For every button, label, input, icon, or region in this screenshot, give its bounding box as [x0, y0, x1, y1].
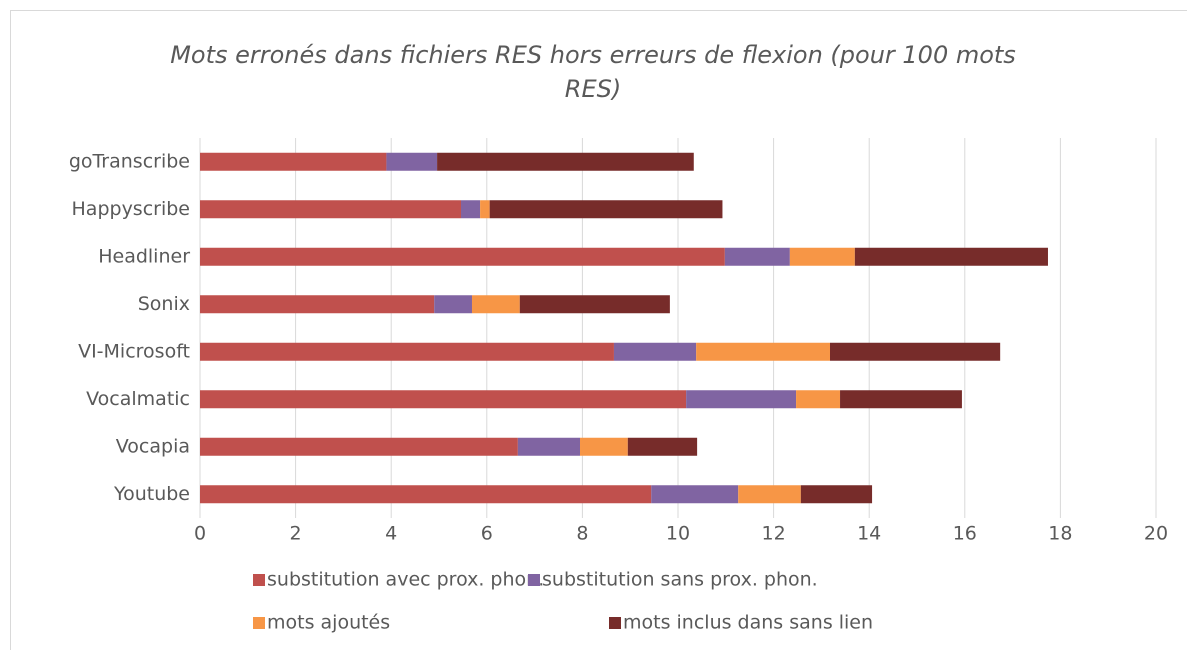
- x-tick-label: 6: [481, 523, 493, 545]
- legend-label: mots ajoutés: [267, 612, 390, 634]
- chart-border: [10, 10, 1187, 650]
- x-tick-label: 8: [576, 523, 588, 545]
- bar-segment: [724, 247, 790, 266]
- y-tick-label: Headliner: [98, 245, 190, 267]
- bar-segment: [434, 295, 472, 314]
- chart-title: Mots erronés dans fichiers RES hors erre…: [170, 41, 1016, 103]
- bar-segment: [480, 200, 490, 219]
- bar-segment: [840, 390, 962, 409]
- bar-segment: [796, 390, 841, 409]
- bar-segment: [200, 295, 435, 314]
- bar-segment: [200, 342, 614, 361]
- bar-segment: [471, 295, 520, 314]
- bar-segment: [580, 437, 628, 456]
- bar-segment: [800, 485, 873, 504]
- bar-segment: [200, 437, 518, 456]
- legend-label: substitution sans prox. phon.: [542, 569, 818, 591]
- legend-swatch: [253, 574, 265, 586]
- legend-swatch: [253, 617, 265, 629]
- bar-segment: [738, 485, 801, 504]
- bar-segment: [200, 152, 387, 171]
- x-tick-label: 12: [762, 523, 786, 545]
- bar-segment: [517, 437, 581, 456]
- bar-segment: [627, 437, 698, 456]
- bar-segment: [200, 390, 687, 409]
- y-tick-label: Vocapia: [116, 435, 190, 457]
- y-tick-label: Vocalmatic: [86, 388, 190, 410]
- x-tick-label: 18: [1048, 523, 1072, 545]
- legend-label: mots inclus dans sans lien: [623, 612, 873, 634]
- bar-segment: [489, 200, 723, 219]
- x-tick-label: 20: [1144, 523, 1168, 545]
- bar-segment: [519, 295, 670, 314]
- x-tick-label: 14: [857, 523, 881, 545]
- legend-swatch: [609, 617, 621, 629]
- bar-segment: [200, 200, 461, 219]
- bar-segment: [830, 342, 1001, 361]
- bar-segment: [386, 152, 438, 171]
- bar-segment: [200, 485, 652, 504]
- y-tick-label: Youtube: [113, 483, 190, 505]
- bar-segment: [696, 342, 831, 361]
- x-tick-label: 2: [290, 523, 302, 545]
- x-tick-label: 10: [666, 523, 690, 545]
- bar-segment: [789, 247, 855, 266]
- bar-segment: [200, 247, 725, 266]
- bar-segment: [686, 390, 797, 409]
- x-tick-label: 16: [953, 523, 977, 545]
- y-tick-label: Happyscribe: [72, 198, 190, 220]
- legend-label: substitution avec prox. phon.: [267, 569, 544, 591]
- bar-segment: [437, 152, 694, 171]
- y-tick-label: Sonix: [138, 293, 190, 315]
- bar-segment: [651, 485, 739, 504]
- legend-swatch: [528, 574, 540, 586]
- x-tick-label: 0: [194, 523, 206, 545]
- y-tick-label: VI-Microsoft: [78, 340, 190, 362]
- y-tick-label: goTranscribe: [69, 150, 190, 172]
- bar-segment: [460, 200, 481, 219]
- bar-segment: [854, 247, 1048, 266]
- bar-segment: [613, 342, 697, 361]
- x-tick-label: 4: [385, 523, 397, 545]
